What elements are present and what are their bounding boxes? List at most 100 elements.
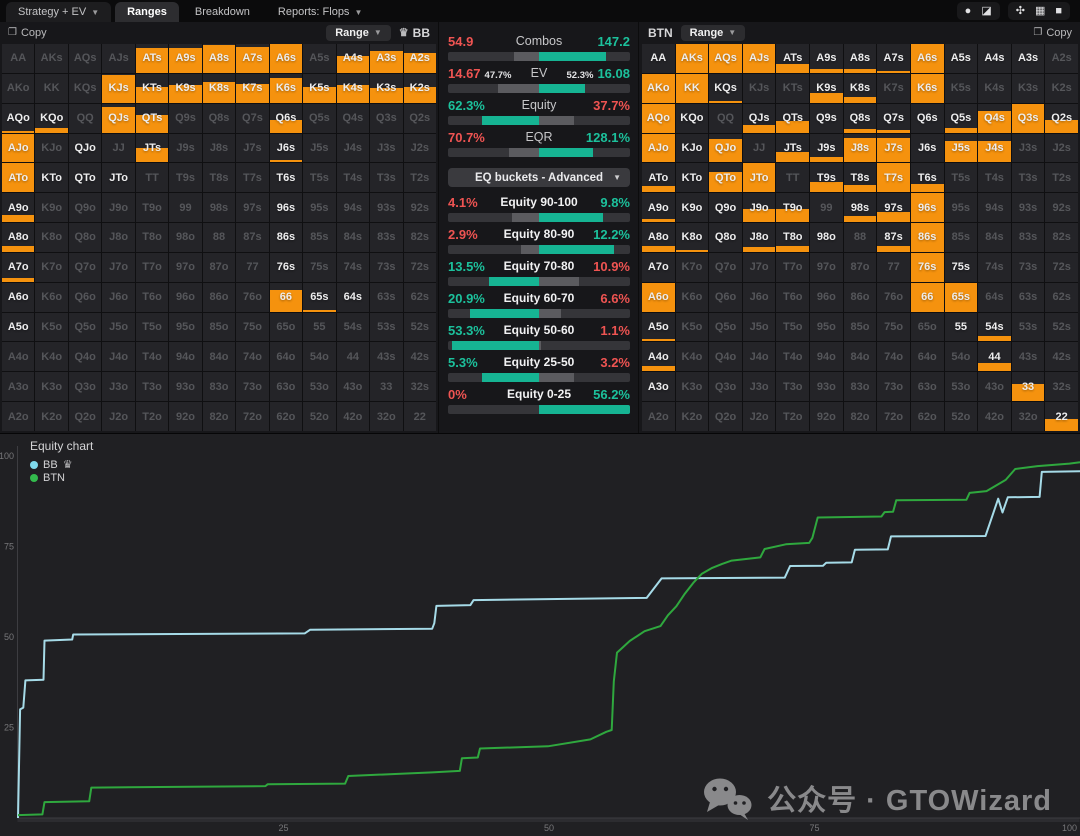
panel-view-icon[interactable]: ■ [1055,5,1062,17]
tab-ranges[interactable]: Ranges [115,2,179,22]
hand-cell-55[interactable]: 55 [303,312,336,342]
hand-cell-KQs[interactable]: KQs [709,73,742,103]
hand-cell-Q8s[interactable]: Q8s [843,103,877,133]
hand-cell-J2o[interactable]: J2o [742,402,776,431]
hand-cell-Q5s[interactable]: Q5s [944,103,978,133]
hand-cell-K4s[interactable]: K4s [978,73,1011,103]
hand-cell-Q3s[interactable]: Q3s [1011,103,1045,133]
hand-cell-AQs[interactable]: AQs [709,44,742,73]
hand-cell-K6o[interactable]: K6o [675,282,709,312]
hand-cell-J7o[interactable]: J7o [102,252,135,282]
bb-copy-button[interactable]: ❐ Copy [8,27,47,39]
hand-cell-J4s[interactable]: J4s [978,133,1011,163]
hand-cell-A9s[interactable]: A9s [810,44,843,73]
hand-cell-J8s[interactable]: J8s [202,133,236,163]
hand-cell-54s[interactable]: 54s [978,312,1011,342]
hand-cell-A5o[interactable]: A5o [642,312,675,342]
hand-cell-A2o[interactable]: A2o [2,402,35,431]
hand-cell-99[interactable]: 99 [169,193,202,223]
hand-cell-84s[interactable]: 84s [336,223,370,252]
hand-cell-Q9s[interactable]: Q9s [810,103,843,133]
hand-cell-A7s[interactable]: A7s [877,44,910,73]
hand-cell-82o[interactable]: 82o [202,402,236,431]
hand-cell-32o[interactable]: 32o [1011,402,1045,431]
hand-cell-T3o[interactable]: T3o [135,372,169,402]
hand-cell-83s[interactable]: 83s [1011,223,1045,252]
hand-cell-A6s[interactable]: A6s [910,44,944,73]
hand-cell-65o[interactable]: 65o [910,312,944,342]
hand-cell-77[interactable]: 77 [877,252,910,282]
hand-cell-J8o[interactable]: J8o [102,223,135,252]
hand-cell-74s[interactable]: 74s [336,252,370,282]
hand-cell-88[interactable]: 88 [202,223,236,252]
hand-cell-AJs[interactable]: AJs [742,44,776,73]
hand-cell-T7o[interactable]: T7o [135,252,169,282]
hand-cell-A2s[interactable]: A2s [1045,44,1078,73]
hand-cell-97o[interactable]: 97o [169,252,202,282]
hand-cell-J8s[interactable]: J8s [843,133,877,163]
hand-cell-T4o[interactable]: T4o [135,342,169,372]
hand-cell-A6o[interactable]: A6o [642,282,675,312]
hand-cell-AJo[interactable]: AJo [642,133,675,163]
tab-reports-flops[interactable]: Reports: Flops ▼ [266,2,374,22]
hand-cell-J6o[interactable]: J6o [742,282,776,312]
hand-cell-Q7o[interactable]: Q7o [709,252,742,282]
hand-cell-KJo[interactable]: KJo [675,133,709,163]
hand-cell-A3o[interactable]: A3o [2,372,35,402]
hand-cell-QJo[interactable]: QJo [709,133,742,163]
hand-cell-Q8s[interactable]: Q8s [202,103,236,133]
legend-item-btn[interactable]: BTN [30,472,73,484]
hand-cell-AKs[interactable]: AKs [675,44,709,73]
expand-icon[interactable]: ✣ [1015,5,1025,17]
hand-cell-KQo[interactable]: KQo [675,103,709,133]
hand-cell-43s[interactable]: 43s [1011,342,1045,372]
hand-cell-T3s[interactable]: T3s [370,163,403,193]
hand-cell-J3s[interactable]: J3s [370,133,403,163]
hand-cell-A9o[interactable]: A9o [2,193,35,223]
hand-cell-73s[interactable]: 73s [370,252,403,282]
hand-cell-J2s[interactable]: J2s [403,133,436,163]
hand-cell-52s[interactable]: 52s [403,312,436,342]
hand-cell-AA[interactable]: AA [642,44,675,73]
hand-cell-KK[interactable]: KK [35,73,68,103]
hand-cell-A9s[interactable]: A9s [169,44,202,73]
hand-cell-JTo[interactable]: JTo [742,163,776,193]
hand-cell-32s[interactable]: 32s [1045,372,1078,402]
hand-cell-TT[interactable]: TT [776,163,810,193]
hand-cell-84o[interactable]: 84o [202,342,236,372]
hand-cell-53o[interactable]: 53o [303,372,336,402]
hand-cell-43s[interactable]: 43s [370,342,403,372]
hand-cell-QJs[interactable]: QJs [102,103,135,133]
hand-cell-64o[interactable]: 64o [269,342,303,372]
hand-cell-55[interactable]: 55 [944,312,978,342]
hand-cell-J6o[interactable]: J6o [102,282,135,312]
hand-cell-Q9o[interactable]: Q9o [68,193,102,223]
hand-cell-A8o[interactable]: A8o [642,223,675,252]
hand-cell-98s[interactable]: 98s [843,193,877,223]
hand-cell-J9o[interactable]: J9o [742,193,776,223]
hand-cell-J3s[interactable]: J3s [1011,133,1045,163]
hand-cell-KJs[interactable]: KJs [102,73,135,103]
hand-cell-T6s[interactable]: T6s [269,163,303,193]
hand-cell-66[interactable]: 66 [269,282,303,312]
hand-cell-72s[interactable]: 72s [1045,252,1078,282]
hand-cell-99[interactable]: 99 [810,193,843,223]
hand-cell-66[interactable]: 66 [910,282,944,312]
hand-cell-K9s[interactable]: K9s [169,73,202,103]
hand-cell-J9s[interactable]: J9s [810,133,843,163]
hand-cell-Q5o[interactable]: Q5o [68,312,102,342]
hand-cell-82s[interactable]: 82s [403,223,436,252]
hand-cell-T3s[interactable]: T3s [1011,163,1045,193]
hand-cell-K9o[interactable]: K9o [675,193,709,223]
hand-cell-74s[interactable]: 74s [978,252,1011,282]
hand-cell-K6s[interactable]: K6s [910,73,944,103]
hand-cell-K2s[interactable]: K2s [403,73,436,103]
hand-cell-Q6o[interactable]: Q6o [68,282,102,312]
contrast-icon[interactable]: ◪ [981,5,992,17]
hand-cell-QJs[interactable]: QJs [742,103,776,133]
hand-cell-KTs[interactable]: KTs [135,73,169,103]
hand-cell-88[interactable]: 88 [843,223,877,252]
hand-cell-Q2s[interactable]: Q2s [1045,103,1078,133]
hand-cell-97s[interactable]: 97s [236,193,269,223]
hand-cell-Q7s[interactable]: Q7s [877,103,910,133]
